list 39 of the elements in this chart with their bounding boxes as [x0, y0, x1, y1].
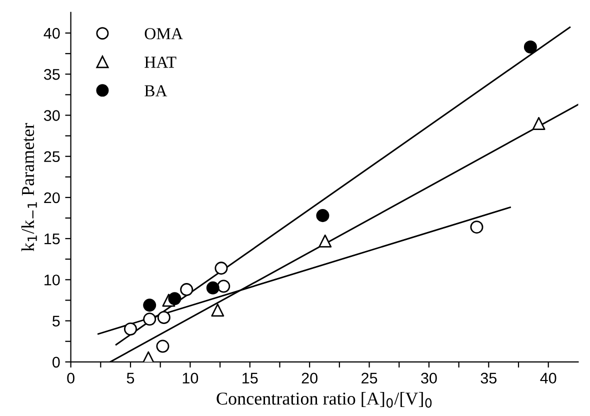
- y-tick-label: 35: [44, 69, 60, 80]
- point: [143, 298, 156, 312]
- point: [211, 304, 224, 317]
- y-tick-label: 15: [44, 234, 60, 244]
- x-tick-label: 25: [362, 372, 378, 384]
- point: [156, 340, 170, 353]
- point: [206, 281, 220, 294]
- x-tick-label: 5: [126, 372, 134, 384]
- x-tick-label: 35: [480, 372, 497, 384]
- y-tick-label: 30: [44, 110, 60, 121]
- y-tick-label: 25: [44, 151, 60, 162]
- point: [532, 116, 546, 130]
- legend-label: OMA: [144, 28, 183, 40]
- x-tick-label: 40: [540, 372, 556, 384]
- point: [316, 209, 330, 222]
- x-tick-label: 20: [302, 372, 318, 384]
- y-tick-label: 40: [44, 28, 60, 39]
- point: [157, 311, 170, 324]
- y-tick-label: 0: [52, 356, 60, 368]
- y-axis-title: k$_{1}$/k$_{−1}$ Parameter: [21, 123, 37, 252]
- point: [124, 322, 137, 336]
- point: [168, 292, 182, 306]
- x-tick-label: 30: [421, 372, 437, 384]
- point: [143, 312, 156, 326]
- x-axis-title: Concentration ratio [A]$_{0}$/[V]$_{0}$: [216, 392, 432, 408]
- legend-label: HAT: [144, 56, 176, 68]
- point: [524, 40, 537, 54]
- point: [217, 280, 230, 293]
- y-tick-label: 10: [44, 274, 60, 286]
- y-tick-label: 5: [52, 316, 60, 326]
- x-tick-label: 15: [242, 372, 258, 384]
- point: [318, 234, 332, 248]
- point: [470, 220, 484, 234]
- point: [214, 262, 228, 275]
- legend-label: BA: [144, 85, 168, 96]
- x-tick-label: 0: [67, 372, 74, 384]
- x-tick-label: 10: [182, 372, 198, 384]
- y-tick-label: 20: [44, 192, 60, 204]
- point: [180, 283, 194, 296]
